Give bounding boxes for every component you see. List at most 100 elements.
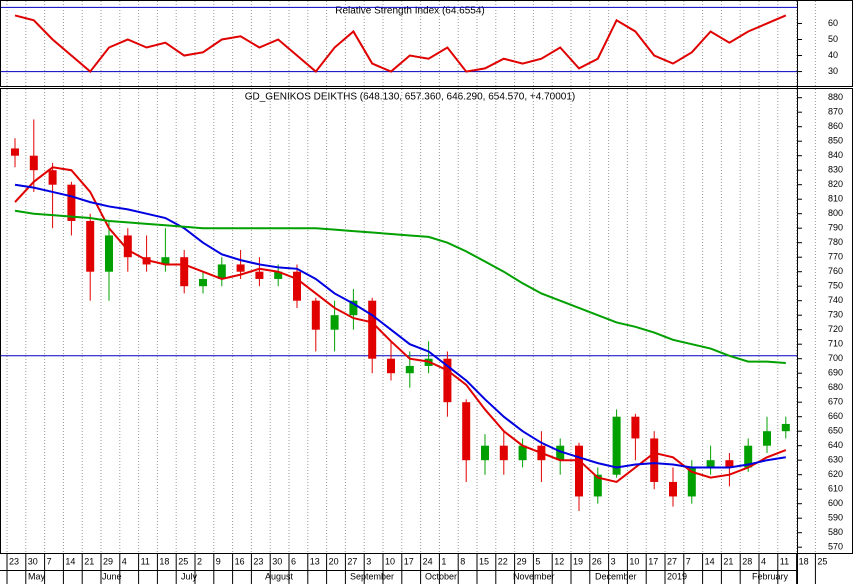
x-tick-label: 7 bbox=[47, 556, 52, 566]
y-tick-label: 50 bbox=[828, 34, 838, 44]
candle-body bbox=[368, 300, 377, 359]
candle-body bbox=[650, 438, 659, 482]
y-tick-label: 670 bbox=[828, 397, 843, 407]
x-tick-label: 1 bbox=[441, 556, 446, 566]
y-tick-label: 880 bbox=[828, 92, 843, 102]
x-tick-label: 13 bbox=[310, 556, 320, 566]
series-line bbox=[14, 166, 787, 484]
price-title: GD_GENIKOS DEIKTHS (648.130, 657.360, 64… bbox=[245, 92, 576, 103]
month-label: 2019 bbox=[667, 571, 687, 581]
y-tick-label: 770 bbox=[828, 252, 843, 262]
x-tick-label: 6 bbox=[291, 556, 296, 566]
x-tick-label: 30 bbox=[272, 556, 282, 566]
candle-body bbox=[180, 257, 189, 287]
y-tick-label: 710 bbox=[828, 339, 843, 349]
candle-body bbox=[593, 474, 602, 497]
x-tick-label: 20 bbox=[329, 556, 339, 566]
candle-body bbox=[274, 271, 283, 279]
x-tick-label: 14 bbox=[705, 556, 715, 566]
candle-body bbox=[706, 460, 715, 468]
y-tick-label: 610 bbox=[828, 484, 843, 494]
y-tick-label: 590 bbox=[828, 513, 843, 523]
y-tick-label: 720 bbox=[828, 324, 843, 334]
candle-body bbox=[631, 416, 640, 439]
x-tick-label: 11 bbox=[780, 556, 789, 566]
x-tick-label: 18 bbox=[799, 556, 809, 566]
x-tick-label: 19 bbox=[573, 556, 583, 566]
x-tick-label: 22 bbox=[498, 556, 508, 566]
candle-body bbox=[405, 365, 414, 374]
candle-body bbox=[462, 402, 471, 461]
y-tick-label: 580 bbox=[828, 527, 843, 537]
x-tick-label: 27 bbox=[667, 556, 677, 566]
x-tick-label: 9 bbox=[216, 556, 221, 566]
month-label: September bbox=[350, 571, 394, 581]
candle-body bbox=[687, 467, 696, 497]
x-tick-label: 12 bbox=[554, 556, 564, 566]
y-tick-label: 730 bbox=[828, 310, 843, 320]
x-tick-label: 3 bbox=[366, 556, 371, 566]
candle-body bbox=[236, 264, 245, 272]
x-tick-label: 11 bbox=[141, 556, 150, 566]
x-tick-label: 17 bbox=[648, 556, 658, 566]
month-label: November bbox=[513, 571, 555, 581]
y-tick-label: 750 bbox=[828, 281, 843, 291]
candle-body bbox=[11, 148, 19, 156]
y-tick-label: 620 bbox=[828, 469, 843, 479]
x-tick-label: 29 bbox=[103, 556, 113, 566]
y-tick-label: 760 bbox=[828, 266, 843, 276]
series-line bbox=[14, 209, 786, 365]
candle-body bbox=[518, 445, 527, 461]
candle-body bbox=[612, 416, 621, 475]
y-tick-label: 790 bbox=[828, 223, 843, 233]
y-tick-label: 660 bbox=[828, 411, 843, 421]
x-tick-label: 23 bbox=[253, 556, 263, 566]
candle-body bbox=[781, 423, 790, 432]
month-label: June bbox=[102, 571, 122, 581]
x-tick-label: 21 bbox=[84, 556, 94, 566]
candle-body bbox=[349, 300, 358, 316]
month-label: July bbox=[181, 571, 198, 581]
y-tick-label: 860 bbox=[828, 121, 843, 131]
x-tick-label: 16 bbox=[235, 556, 245, 566]
y-tick-label: 800 bbox=[828, 208, 843, 218]
candle-body bbox=[86, 220, 95, 272]
x-tick-label: 28 bbox=[742, 556, 752, 566]
candle-body bbox=[499, 445, 508, 461]
x-tick-label: 10 bbox=[385, 556, 395, 566]
x-tick-label: 14 bbox=[65, 556, 75, 566]
y-tick-label: 850 bbox=[828, 136, 843, 146]
x-tick-label: 27 bbox=[347, 556, 357, 566]
candle-body bbox=[293, 271, 301, 301]
candle-body bbox=[443, 358, 452, 403]
month-label: December bbox=[595, 571, 637, 581]
y-tick-label: 690 bbox=[828, 368, 843, 378]
candle-body bbox=[67, 184, 76, 221]
y-tick-label: 680 bbox=[828, 382, 843, 392]
month-label: October bbox=[425, 571, 457, 581]
candle-body bbox=[311, 300, 320, 330]
candle-body bbox=[217, 264, 226, 279]
x-tick-label: 15 bbox=[479, 556, 489, 566]
candle-body bbox=[669, 481, 677, 497]
y-tick-label: 780 bbox=[828, 237, 843, 247]
y-tick-label: 700 bbox=[828, 353, 843, 363]
x-tick-label: 10 bbox=[629, 556, 639, 566]
candle-body bbox=[481, 445, 489, 461]
candle-body bbox=[763, 431, 771, 446]
rsi-title: Relative Strength Index (64.6554) bbox=[335, 6, 485, 17]
x-tick-label: 23 bbox=[9, 556, 19, 566]
y-tick-label: 840 bbox=[828, 150, 843, 160]
candle-body bbox=[105, 235, 113, 272]
y-tick-label: 570 bbox=[828, 542, 843, 552]
candle-body bbox=[387, 358, 395, 374]
candle-body bbox=[161, 257, 170, 265]
y-tick-label: 630 bbox=[828, 455, 843, 465]
x-tick-label: 26 bbox=[592, 556, 602, 566]
candle-body bbox=[123, 235, 132, 258]
y-tick-label: 870 bbox=[828, 107, 843, 117]
y-tick-label: 30 bbox=[828, 66, 838, 76]
x-tick-label: 25 bbox=[817, 556, 827, 566]
x-tick-label: 25 bbox=[178, 556, 188, 566]
